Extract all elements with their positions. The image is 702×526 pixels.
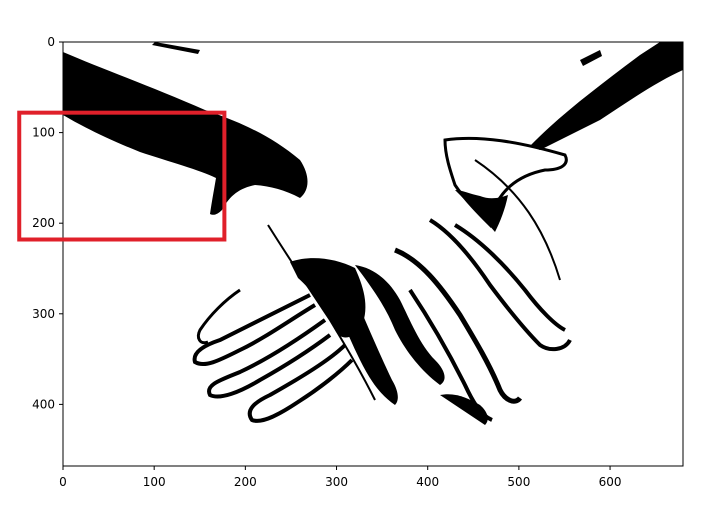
y-axis: 0 100 200 300 400 xyxy=(32,35,63,411)
x-tick-label: 400 xyxy=(416,475,439,489)
x-tick-label: 0 xyxy=(59,475,67,489)
x-axis: 0 100 200 300 400 500 600 xyxy=(59,466,622,489)
center-split-line xyxy=(267,224,376,401)
y-tick-label: 0 xyxy=(47,35,55,49)
x-tick-label: 300 xyxy=(325,475,348,489)
image-area xyxy=(63,42,683,466)
axes-frame xyxy=(62,41,684,467)
y-tick-label: 400 xyxy=(32,397,55,411)
left-finger-4 xyxy=(196,288,241,345)
x-tick-label: 600 xyxy=(599,475,622,489)
x-tick-label: 200 xyxy=(234,475,257,489)
center-finger-b xyxy=(355,265,445,385)
bottom-knuckle-shadow xyxy=(440,394,488,425)
y-tick-label: 100 xyxy=(32,126,55,140)
right-finger-3 xyxy=(453,223,566,332)
left-finger-3 xyxy=(247,343,354,423)
left-arm-top-edge xyxy=(152,42,200,54)
left-finger-2 xyxy=(207,318,332,399)
right-arm-lower-line xyxy=(474,159,561,281)
right-forearm-shadow xyxy=(530,42,683,150)
right-finger-2 xyxy=(428,218,572,352)
x-tick-label: 500 xyxy=(507,475,530,489)
highlight-box xyxy=(17,110,227,242)
left-forearm-shadow xyxy=(63,52,308,215)
y-tick-label: 200 xyxy=(32,216,55,230)
left-finger-1 xyxy=(192,293,317,367)
y-tick-label: 300 xyxy=(32,307,55,321)
x-tick-label: 100 xyxy=(143,475,166,489)
right-wrist-outline xyxy=(443,136,568,229)
center-finger-a xyxy=(320,266,398,405)
right-finger-1 xyxy=(394,247,523,404)
right-wrist-shadow xyxy=(455,190,508,232)
right-arm-small-strip xyxy=(580,50,602,66)
